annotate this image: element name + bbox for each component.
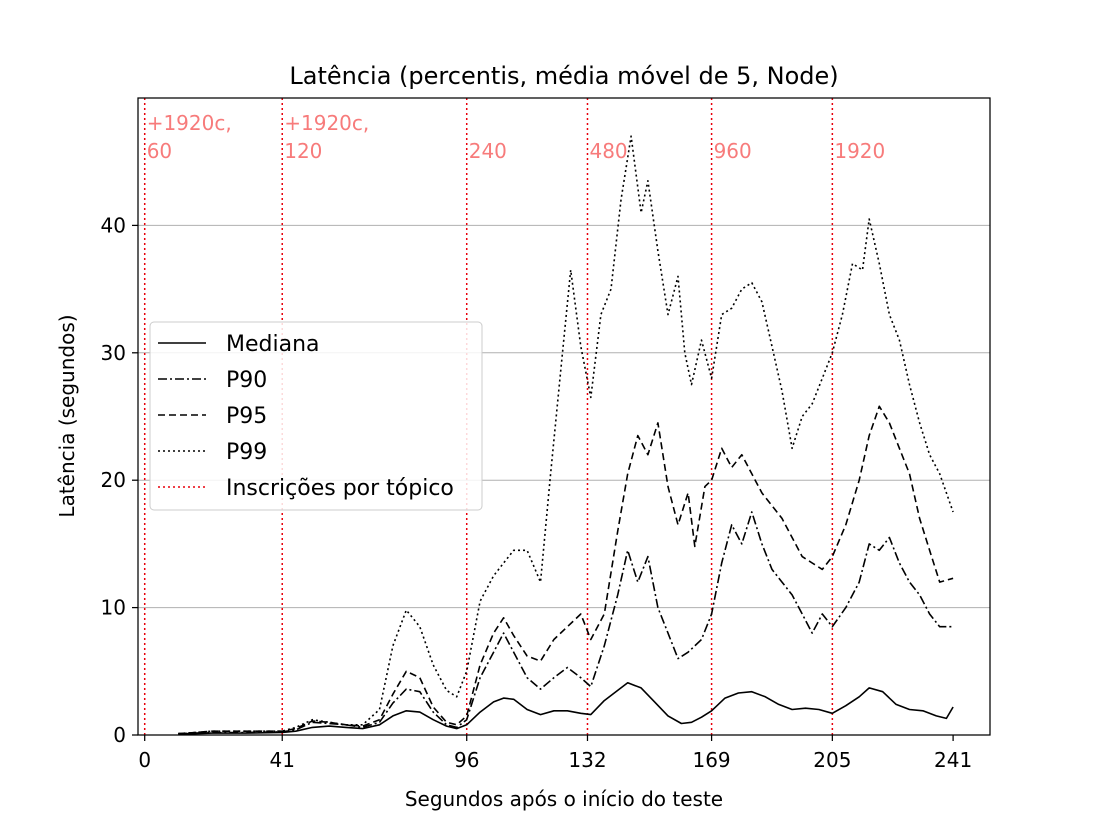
y-axis-ticks: 0 10 20 30 40 <box>101 213 138 747</box>
legend-label: Inscrições por tópico <box>226 476 454 501</box>
x-axis-label: Segundos após o início do teste <box>405 787 723 811</box>
marker-annotation-line: +1920c, <box>147 111 232 135</box>
legend-label: P99 <box>226 440 267 465</box>
y-tick-label: 40 <box>101 213 126 237</box>
y-tick-label: 10 <box>101 596 126 620</box>
marker-annotation: 480 <box>589 139 627 163</box>
legend-label: P95 <box>226 404 267 429</box>
y-tick-label: 30 <box>101 341 126 365</box>
marker-annotation: +1920c, 120 <box>284 111 369 163</box>
marker-annotation: 960 <box>714 139 752 163</box>
marker-annotation-line: 240 <box>469 139 507 163</box>
marker-annotation-line: 120 <box>284 139 322 163</box>
x-tick-label: 132 <box>568 748 606 772</box>
x-tick-label: 96 <box>454 748 479 772</box>
series-lines <box>178 135 954 735</box>
x-tick-label: 205 <box>813 748 851 772</box>
y-tick-label: 20 <box>101 468 126 492</box>
x-tick-label: 0 <box>138 748 151 772</box>
marker-annotation-line: 1920 <box>834 139 885 163</box>
marker-annotation-line: +1920c, <box>284 111 369 135</box>
legend-box <box>149 321 483 511</box>
marker-annotation: +1920c, 60 <box>147 111 232 163</box>
marker-annotation: 240 <box>469 139 507 163</box>
x-tick-label: 41 <box>270 748 295 772</box>
series-line-p90 <box>178 511 954 735</box>
x-tick-label: 241 <box>934 748 972 772</box>
marker-annotation-line: 480 <box>589 139 627 163</box>
y-axis-label: Latência (segundos) <box>55 314 79 517</box>
legend-label: P90 <box>226 368 267 393</box>
marker-annotations: +1920c, 60 +1920c, 120 240 480 960 1920 <box>147 111 886 163</box>
series-line-p95 <box>178 405 954 735</box>
chart-title: Latência (percentis, média móvel de 5, N… <box>289 62 838 90</box>
marker-annotation-line: 960 <box>714 139 752 163</box>
plot-frame <box>137 97 991 736</box>
series-line-mediana <box>178 682 954 735</box>
marker-annotation: 1920 <box>834 139 885 163</box>
y-tick-label: 0 <box>113 723 126 747</box>
x-axis-ticks: 0 41 96 132 169 205 241 <box>138 735 972 772</box>
marker-annotation-line: 60 <box>147 139 172 163</box>
subscription-markers <box>143 98 834 735</box>
x-tick-label: 169 <box>692 748 730 772</box>
legend-label: Mediana <box>226 332 320 357</box>
legend: Mediana P90 P95 P99 Inscrições por tópico <box>149 321 483 511</box>
